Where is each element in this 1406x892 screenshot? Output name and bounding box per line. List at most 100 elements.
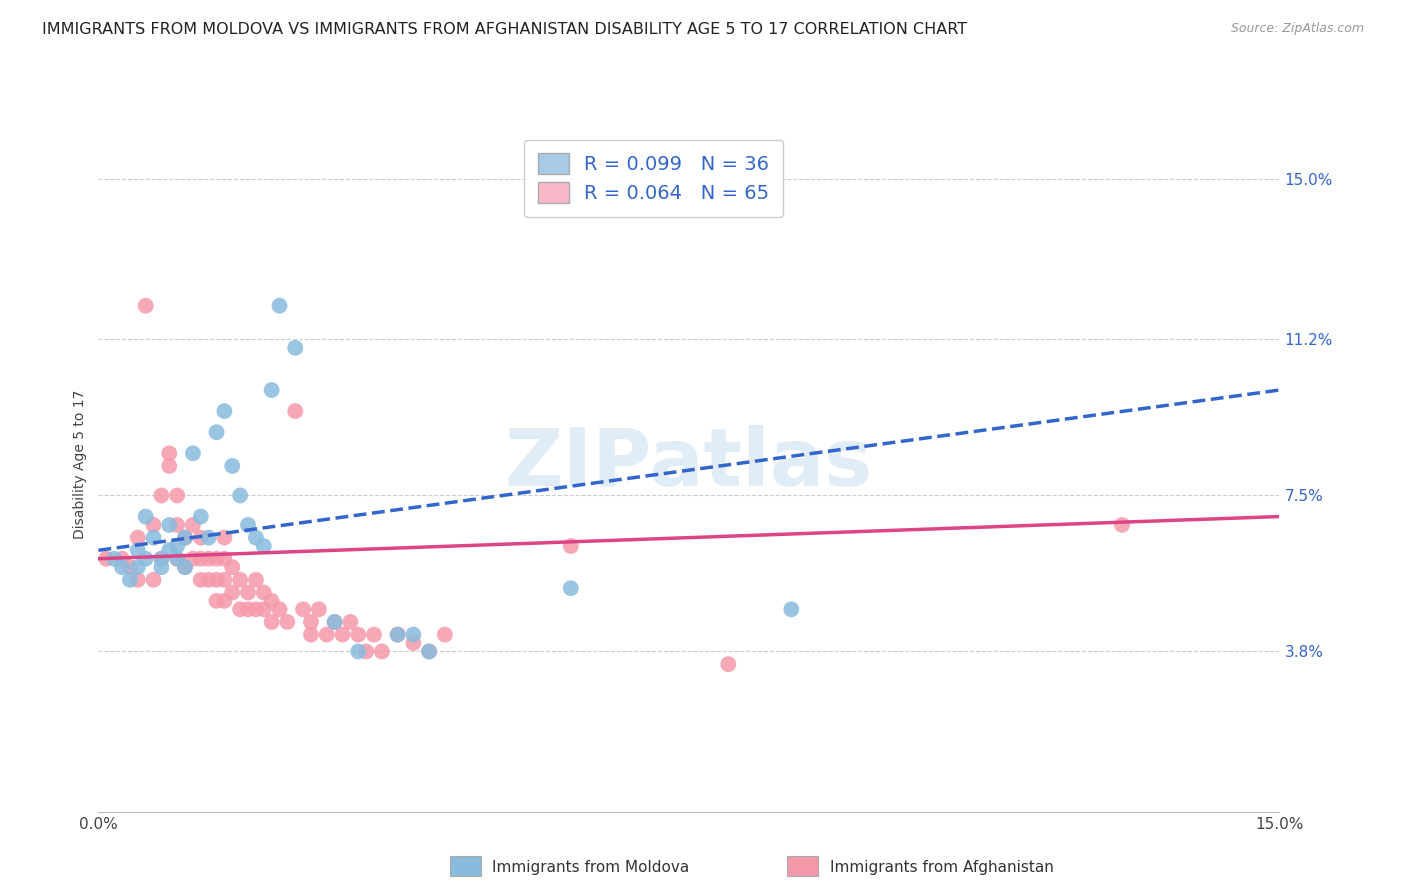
Point xyxy=(245,573,267,587)
Point xyxy=(236,518,259,533)
Point xyxy=(1111,518,1133,533)
Point xyxy=(276,615,298,629)
Point xyxy=(229,573,252,587)
Point xyxy=(253,585,276,599)
Point xyxy=(111,560,134,574)
Point xyxy=(127,531,149,545)
Text: Immigrants from Moldova: Immigrants from Moldova xyxy=(492,860,689,874)
Point xyxy=(150,551,173,566)
Point xyxy=(292,602,315,616)
Point xyxy=(339,615,361,629)
Point xyxy=(127,573,149,587)
Point xyxy=(387,627,409,641)
Point xyxy=(197,531,219,545)
Point xyxy=(127,560,149,574)
Point xyxy=(717,657,740,672)
Point xyxy=(205,573,228,587)
Legend: R = 0.099   N = 36, R = 0.064   N = 65: R = 0.099 N = 36, R = 0.064 N = 65 xyxy=(524,139,783,217)
Point xyxy=(418,644,440,658)
Point xyxy=(181,446,204,460)
Point xyxy=(214,551,236,566)
Point xyxy=(347,644,370,658)
Text: Immigrants from Afghanistan: Immigrants from Afghanistan xyxy=(830,860,1053,874)
Point xyxy=(229,602,252,616)
Point xyxy=(402,636,425,650)
Point xyxy=(190,509,212,524)
Point xyxy=(150,551,173,566)
Point xyxy=(205,551,228,566)
Point xyxy=(354,644,377,658)
Point xyxy=(260,615,283,629)
Point xyxy=(371,644,394,658)
Point xyxy=(560,539,582,553)
Point xyxy=(118,560,141,574)
Y-axis label: Disability Age 5 to 17: Disability Age 5 to 17 xyxy=(73,389,87,539)
Point xyxy=(308,602,330,616)
Point xyxy=(387,627,409,641)
Point xyxy=(315,627,337,641)
Point xyxy=(284,404,307,418)
Point xyxy=(118,573,141,587)
Point xyxy=(347,627,370,641)
Point xyxy=(150,560,173,574)
Point xyxy=(433,627,456,641)
Point xyxy=(190,573,212,587)
Text: Source: ZipAtlas.com: Source: ZipAtlas.com xyxy=(1230,22,1364,36)
Point xyxy=(332,627,354,641)
Point xyxy=(135,299,157,313)
Point xyxy=(157,543,180,558)
Point xyxy=(260,383,283,397)
Point xyxy=(323,615,346,629)
Point xyxy=(111,551,134,566)
Point xyxy=(174,560,197,574)
Point xyxy=(221,585,243,599)
Point xyxy=(135,509,157,524)
Point xyxy=(214,594,236,608)
Point xyxy=(142,518,165,533)
Point xyxy=(166,488,188,502)
Point xyxy=(260,594,283,608)
Point xyxy=(299,627,322,641)
Point xyxy=(229,488,252,502)
Point xyxy=(174,560,197,574)
Point xyxy=(269,602,291,616)
Point xyxy=(150,488,173,502)
Point xyxy=(157,446,180,460)
Point xyxy=(166,518,188,533)
Point xyxy=(142,531,165,545)
Point xyxy=(560,581,582,595)
Point xyxy=(418,644,440,658)
Point xyxy=(236,602,259,616)
Point xyxy=(96,551,118,566)
Point xyxy=(205,594,228,608)
Point xyxy=(135,551,157,566)
Point xyxy=(190,531,212,545)
Point xyxy=(103,551,125,566)
Point xyxy=(181,551,204,566)
Point xyxy=(166,551,188,566)
Point xyxy=(363,627,385,641)
Point xyxy=(323,615,346,629)
Point xyxy=(197,573,219,587)
Point xyxy=(197,551,219,566)
Point xyxy=(253,539,276,553)
Point xyxy=(214,404,236,418)
Point xyxy=(205,425,228,440)
Point xyxy=(142,573,165,587)
Point xyxy=(181,518,204,533)
Text: ZIPatlas: ZIPatlas xyxy=(505,425,873,503)
Point xyxy=(174,531,197,545)
Point xyxy=(245,531,267,545)
Point xyxy=(402,627,425,641)
Point xyxy=(174,531,197,545)
Point xyxy=(157,458,180,473)
Point xyxy=(214,531,236,545)
Point xyxy=(221,560,243,574)
Point xyxy=(157,518,180,533)
Point xyxy=(214,573,236,587)
Point xyxy=(221,458,243,473)
Point xyxy=(236,585,259,599)
Point xyxy=(127,543,149,558)
Point xyxy=(245,602,267,616)
Point xyxy=(780,602,803,616)
